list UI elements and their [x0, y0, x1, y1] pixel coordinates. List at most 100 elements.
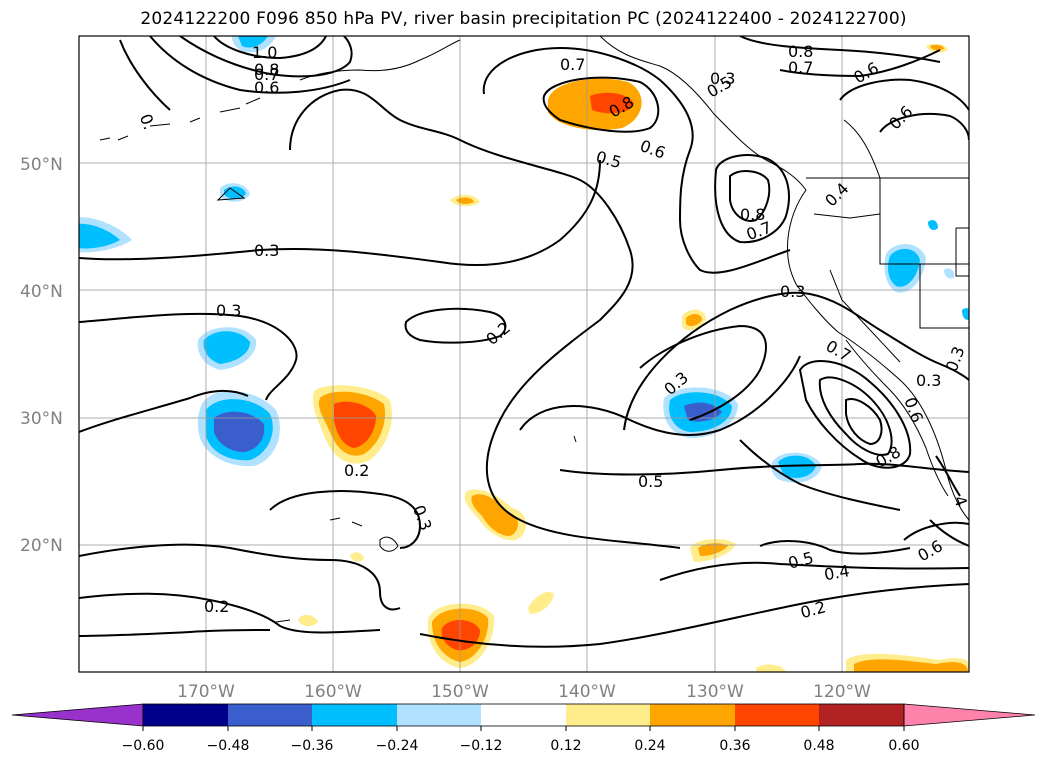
state-border	[829, 269, 901, 363]
contour-label: 0.2	[344, 461, 369, 480]
latitude-labels: 50°N 40°N 30°N 20°N	[20, 155, 63, 556]
lon-label-150w: 150°W	[431, 682, 489, 702]
lat-label-20n: 20°N	[20, 536, 63, 556]
contour-label: 0.3	[254, 241, 279, 260]
positive-precip-area	[686, 314, 702, 327]
contour-line	[213, 36, 327, 60]
contour-line	[79, 312, 298, 401]
north-america-coast	[599, 36, 969, 521]
contour-line	[179, 36, 353, 78]
contour-line	[739, 36, 941, 63]
map-title: 2024122200 F096 850 hPa PV, river basin …	[140, 9, 907, 29]
lat-label-30n: 30°N	[20, 409, 63, 429]
colorbar-segment	[312, 704, 397, 726]
contour-line	[903, 521, 969, 541]
colorbar-tick-label: −0.36	[291, 738, 334, 754]
colorbar-ticks	[142, 726, 905, 731]
state-border	[813, 213, 881, 219]
contour-line	[839, 78, 969, 111]
contour-line	[845, 398, 883, 446]
colorbar: −0.60 −0.48 −0.36 −0.24 −0.12 0.12 0.24 …	[11, 703, 1036, 754]
positive-precip-area	[930, 45, 944, 51]
state-border	[955, 228, 969, 277]
colorbar-frame	[142, 703, 905, 727]
coastal-islands	[573, 435, 577, 443]
lon-label-130w: 130°W	[686, 682, 744, 702]
contour-line	[79, 592, 381, 634]
contour-line	[759, 540, 911, 555]
contour-label: 0.4	[823, 561, 851, 584]
map-border	[78, 35, 970, 673]
positive-precip-area	[756, 664, 786, 672]
negative-precip-area	[238, 36, 268, 48]
lon-label-170w: 170°W	[177, 682, 235, 702]
contour-line	[559, 462, 969, 476]
coastal-islands	[216, 187, 246, 201]
contour-line	[879, 112, 969, 141]
positive-precip-area	[698, 543, 728, 556]
contour-line	[149, 36, 351, 94]
positive-precip-area	[528, 591, 554, 614]
contour-line	[269, 490, 422, 549]
colorbar-tick-label: −0.48	[207, 738, 250, 754]
pv-contours	[79, 36, 969, 648]
colorbar-segment	[397, 704, 481, 726]
colorbar-segment	[650, 704, 735, 726]
colorbar-extend-high	[903, 703, 1036, 727]
positive-precip-area	[471, 494, 518, 536]
contour-label: 0.7	[560, 55, 585, 74]
contour-label: 0.8	[740, 205, 765, 224]
contour-line	[289, 88, 681, 549]
negative-precip-area	[778, 455, 816, 478]
positive-precip-area	[298, 614, 318, 627]
colorbar-tick-label: 0.12	[550, 738, 581, 754]
contour-line	[79, 629, 271, 637]
contour-line	[714, 154, 790, 244]
contour-line	[404, 307, 507, 344]
contour-label: 0.3	[916, 371, 941, 390]
lon-label-160w: 160°W	[304, 682, 362, 702]
contour-line	[79, 390, 249, 433]
contour-label: 1.0	[252, 43, 277, 62]
positive-precip-area	[350, 552, 364, 562]
colorbar-segment	[819, 704, 904, 726]
contour-label: 0.3	[780, 282, 805, 301]
contour-label: 0.3	[216, 301, 241, 320]
colorbar-tick-label: 0.36	[719, 738, 750, 754]
negative-precip-area	[214, 411, 265, 452]
state-border	[919, 264, 969, 329]
positive-precip-area	[854, 659, 968, 672]
contour-label: 0.2	[204, 597, 229, 616]
negative-precip-area	[962, 308, 969, 320]
contour-label: 0.6	[254, 78, 279, 97]
negative-precip-area	[888, 248, 920, 287]
contour-label: 0.8	[788, 42, 813, 61]
colorbar-tick-label: −0.60	[122, 738, 165, 754]
colorbar-tick-label: 0.48	[803, 738, 834, 754]
colorbar-extend-low	[11, 703, 144, 727]
contour-label: 0.3	[710, 69, 735, 88]
contour-line	[929, 519, 969, 547]
positive-precip-area	[334, 401, 376, 448]
baja-california-coast	[845, 339, 949, 497]
contour-line	[119, 39, 171, 111]
contour-line	[935, 455, 961, 497]
contour-line	[482, 46, 791, 274]
state-border	[879, 178, 969, 265]
contour-line	[419, 583, 969, 648]
colorbar-segment	[143, 704, 228, 726]
colorbar-segment	[228, 704, 312, 726]
contour-line	[79, 543, 401, 611]
negative-precip-area	[684, 402, 722, 422]
hawaii-islands	[329, 517, 399, 552]
colorbar-segment	[481, 704, 566, 726]
contour-line	[729, 170, 771, 222]
lon-label-140w: 140°W	[558, 682, 616, 702]
coastal-islands	[275, 619, 291, 623]
contour-label: 0.7	[788, 58, 813, 77]
contour-line	[659, 561, 969, 581]
contour-line	[798, 359, 912, 469]
colorbar-tick-label: −0.24	[376, 738, 419, 754]
contour-label: 0.5	[638, 472, 663, 491]
